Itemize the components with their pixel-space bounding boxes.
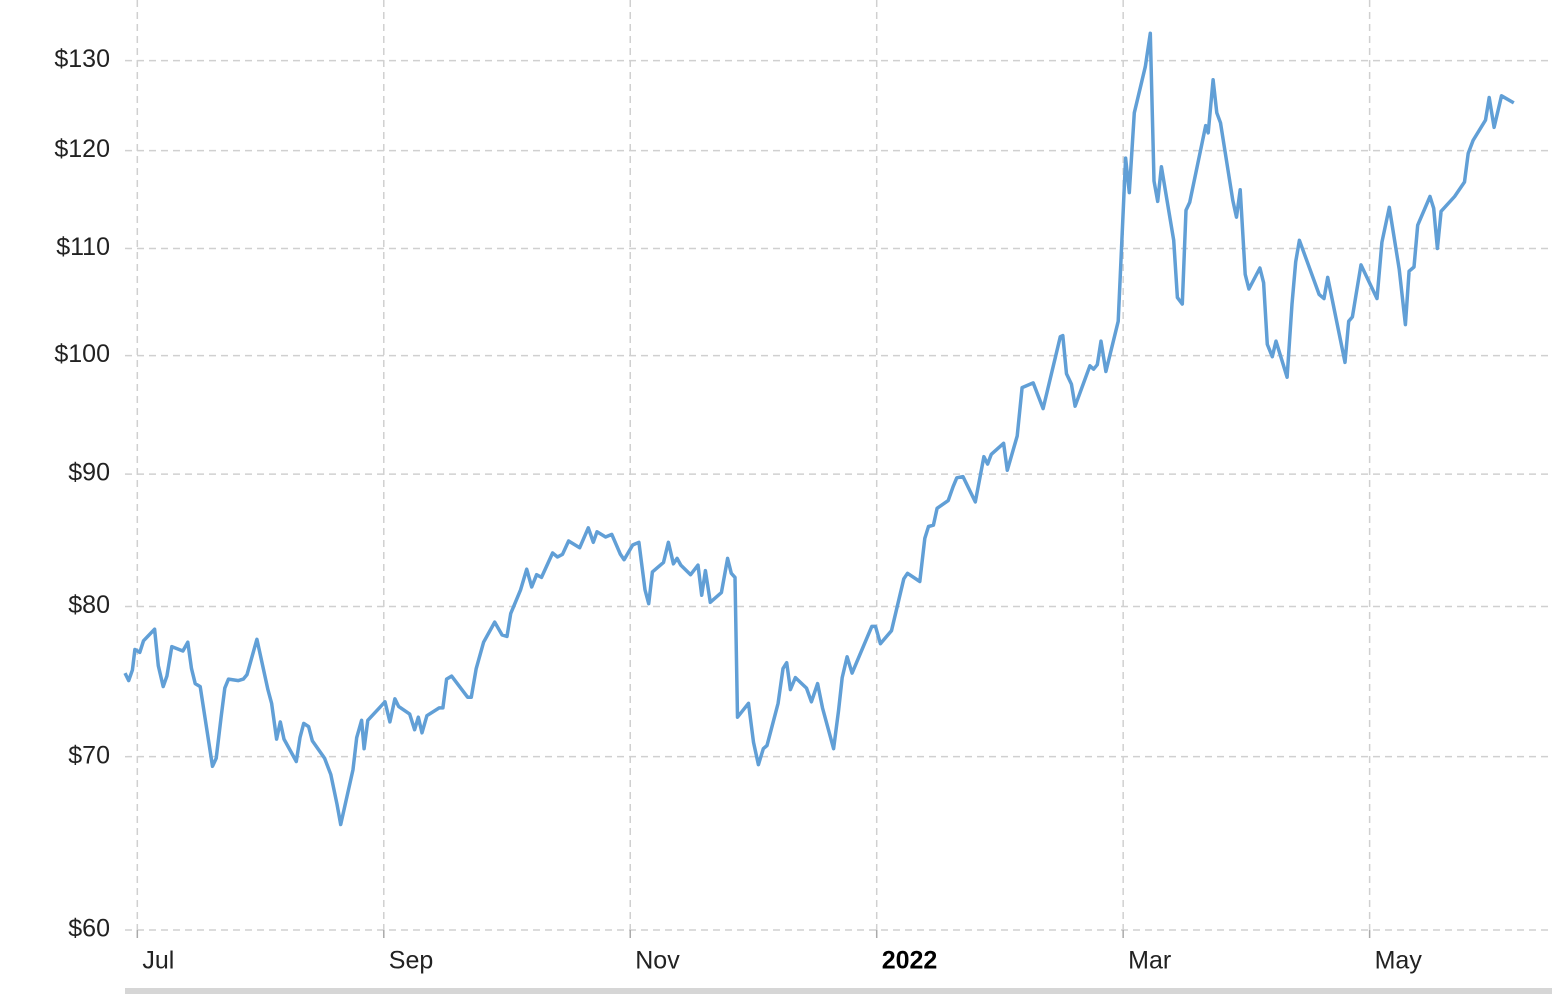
y-tick-label: $120 (54, 135, 110, 163)
x-tick-label: 2022 (882, 947, 938, 975)
y-tick-label: $90 (68, 459, 110, 487)
y-tick-label: $110 (56, 233, 110, 261)
y-tick-label: $80 (68, 591, 110, 619)
navigator-bar (125, 988, 1552, 994)
y-tick-label: $60 (68, 915, 110, 943)
y-tick-label: $100 (54, 340, 110, 368)
x-tick-label: May (1375, 947, 1423, 975)
y-tick-label: $130 (54, 45, 110, 73)
x-tick-label: Jul (142, 947, 174, 975)
x-tick-label: Sep (389, 947, 433, 975)
price-line (123, 31, 1515, 827)
y-tick-label: $70 (68, 741, 110, 769)
x-tick-label: Nov (635, 947, 680, 975)
x-tick-label: Mar (1128, 947, 1171, 975)
